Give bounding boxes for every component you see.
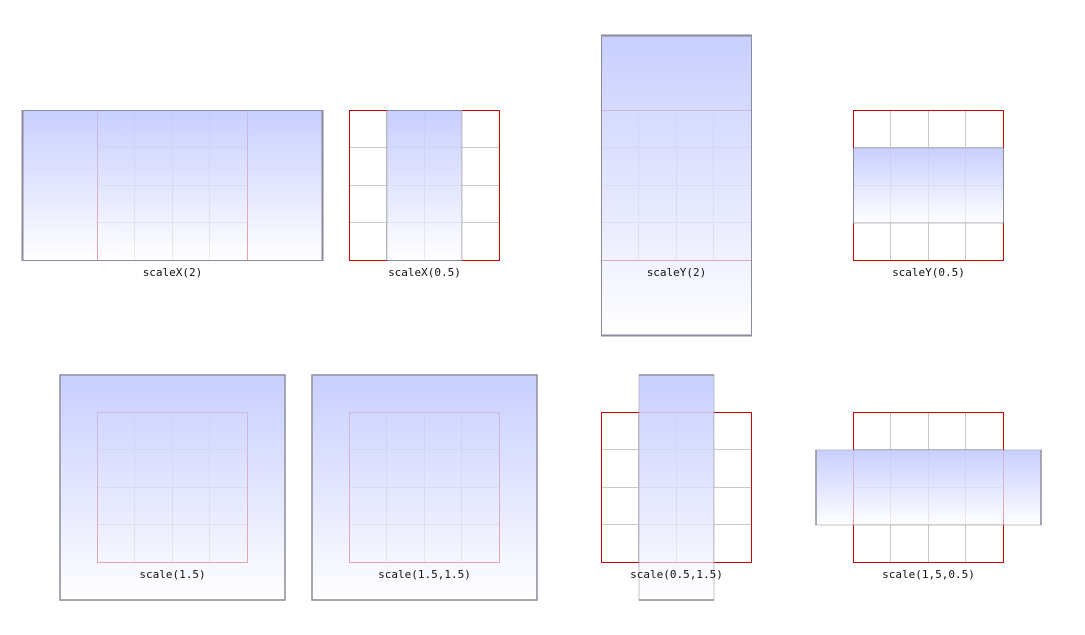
- transform-label: scaleX(0.5): [388, 266, 461, 279]
- transform-label: scale(1.5,1.5): [378, 568, 471, 581]
- transform-label: scale(0.5,1.5): [630, 568, 723, 581]
- scaled-box: [853, 147, 1004, 224]
- scaled-box: [311, 374, 538, 601]
- scaled-box: [21, 110, 324, 261]
- transform-label: scale(1.5): [139, 568, 206, 581]
- scaled-box: [601, 34, 752, 337]
- scaled-box: [59, 374, 286, 601]
- scaled-box: [638, 374, 715, 601]
- transform-label: scaleY(2): [646, 266, 707, 279]
- demo-scaley-0-5: scaleY(0.5): [853, 110, 1004, 279]
- demo-scale-1-5-0-5: scale(1,5,0.5): [815, 412, 1042, 581]
- transform-label: scaleY(0.5): [892, 266, 965, 279]
- demo-scale-0-5-1-5: scale(0.5,1.5): [601, 374, 752, 601]
- transform-label: scale(1,5,0.5): [882, 568, 975, 581]
- demo-scalex-2: scaleX(2): [21, 110, 324, 279]
- transform-label: scaleX(2): [142, 266, 203, 279]
- demo-scaley-2: scaleY(2): [601, 34, 752, 337]
- scaled-box: [386, 110, 463, 261]
- demo-scalex-0-5: scaleX(0.5): [349, 110, 500, 279]
- scaled-box: [815, 449, 1042, 526]
- demo-scale-1-5: scale(1.5): [59, 374, 286, 601]
- demo-scale-1-5-1-5: scale(1.5,1.5): [311, 374, 538, 601]
